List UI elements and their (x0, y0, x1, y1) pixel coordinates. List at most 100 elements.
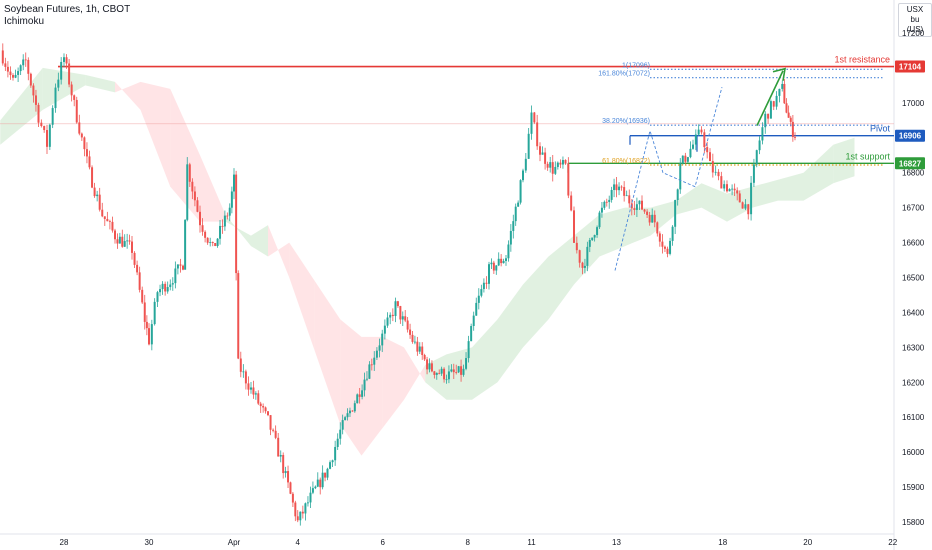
candle-body (728, 189, 731, 192)
candle-body (413, 341, 416, 343)
candle-body (794, 136, 796, 138)
x-tick-label: 18 (718, 538, 727, 547)
cloud-segment (42, 67, 86, 110)
candle-body (63, 57, 65, 62)
candle-body (581, 262, 584, 268)
candle-body (514, 206, 517, 222)
y-tick-label: 16500 (902, 274, 925, 283)
candle-body (638, 200, 641, 205)
candle-body (391, 314, 394, 317)
candle-body (561, 159, 564, 165)
candle-body (188, 164, 191, 182)
candle-body (789, 117, 792, 122)
candle-body (731, 188, 734, 190)
candle-body (321, 472, 324, 488)
candle-body (502, 260, 505, 264)
candle-body (301, 511, 304, 514)
cloud-segment (340, 319, 362, 456)
candle-body (128, 240, 131, 242)
candle-body (368, 364, 371, 379)
candle-body (339, 429, 342, 439)
candle-body (791, 121, 794, 137)
candle-body (769, 101, 772, 119)
candle-body (517, 202, 520, 207)
candle-body (406, 320, 409, 330)
x-tick-label: 20 (803, 538, 812, 547)
candle-body (257, 393, 260, 404)
candle-body (103, 216, 106, 219)
candle-body (75, 99, 78, 123)
candle-body (334, 446, 337, 461)
candle-body (381, 333, 384, 346)
candle-body (386, 317, 389, 326)
candle-body (618, 186, 621, 191)
candle-body (551, 162, 554, 174)
candle-body (676, 189, 679, 200)
candle-body (296, 516, 299, 521)
candle-body (121, 236, 124, 247)
candle-body (605, 201, 608, 203)
candle-body (671, 226, 674, 241)
cloud-segment (289, 242, 315, 351)
candle-body (570, 195, 573, 211)
candle-body (351, 410, 354, 412)
candle-body (358, 394, 361, 397)
price-tag-text: 17104 (899, 63, 922, 72)
candle-body (686, 157, 689, 162)
time-axis[interactable]: 2830Apr468111318202225 (60, 538, 932, 547)
candle-body (455, 372, 458, 373)
candle-body (239, 358, 242, 372)
candle-body (628, 195, 631, 204)
candle-body (785, 103, 788, 113)
candle-body (435, 372, 438, 375)
y-tick-label: 15900 (902, 483, 925, 492)
candle-body (331, 460, 334, 463)
candle-body (344, 417, 347, 421)
candle-body (635, 204, 638, 210)
candle-body (150, 324, 153, 345)
candle-body (289, 482, 292, 494)
y-tick-label: 16200 (902, 378, 925, 387)
candle-body (267, 411, 269, 416)
candle-body (209, 242, 212, 243)
candle-body (365, 378, 368, 380)
candle-body (228, 207, 231, 216)
candle-body (51, 108, 54, 125)
candle-body (126, 240, 129, 242)
candle-body (633, 208, 636, 210)
candle-body (575, 242, 578, 251)
candle-body (136, 264, 139, 273)
candle-body (533, 112, 536, 123)
chart-title: Soybean Futures, 1h, CBOT (4, 4, 131, 15)
candle-body (615, 184, 618, 191)
candle-body (643, 209, 646, 212)
cloud-segment (599, 207, 625, 257)
candles (1, 43, 796, 526)
cloud-segment (676, 183, 702, 215)
candle-body (772, 101, 775, 107)
candle-body (216, 238, 219, 247)
candle-body (169, 284, 172, 288)
candle-body (394, 301, 397, 317)
candle-body (329, 462, 332, 469)
candle-body (174, 268, 177, 284)
candle-body (492, 262, 495, 271)
candle-body (65, 57, 68, 64)
cloud-segment (497, 284, 523, 383)
candle-body (472, 315, 475, 327)
candle-body (460, 366, 463, 375)
price-axis[interactable]: 1720017100170001690016800167001660016500… (895, 29, 925, 527)
candle-body (291, 493, 294, 503)
candle-body (143, 302, 146, 322)
unit-label: bu (US) (906, 15, 924, 34)
candle-body (389, 314, 392, 318)
target-arrow (756, 70, 784, 126)
candle-body (488, 264, 490, 284)
candle-body (12, 75, 14, 78)
candle-body (131, 241, 133, 253)
candle-body (346, 413, 349, 418)
x-tick-label: 13 (612, 538, 621, 547)
fib-label: 1(17096) (622, 62, 650, 69)
currency-unit-button[interactable]: USX bu (US) (898, 3, 932, 37)
